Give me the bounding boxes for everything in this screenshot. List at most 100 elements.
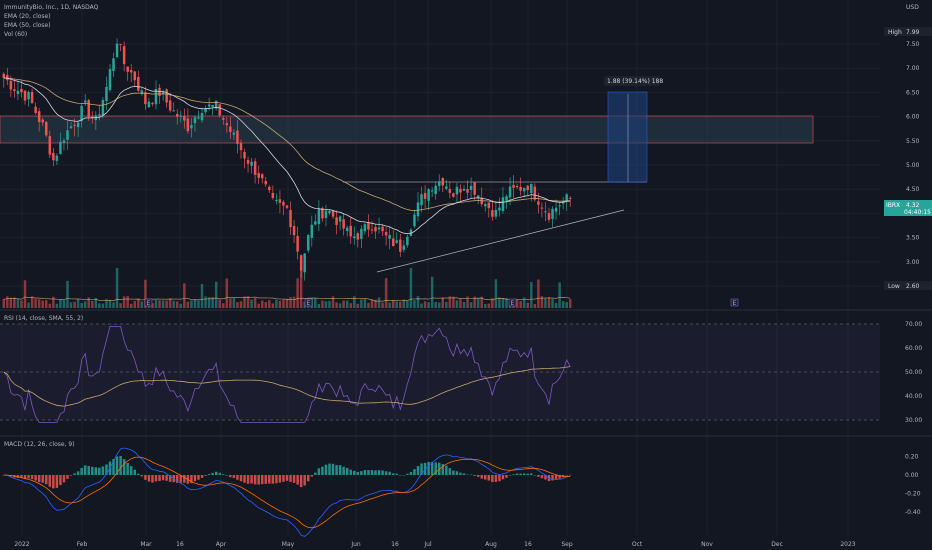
measure-label: 1.88 (39.14%) 188: [607, 78, 663, 85]
volume-bar: [268, 300, 271, 308]
volume-bar: [402, 299, 406, 308]
macd-histogram-bar: [126, 462, 129, 475]
volume-bar: [144, 279, 147, 308]
macd-histogram-bar: [278, 475, 282, 483]
rsi-sma-line: [3, 366, 571, 407]
candle: [303, 253, 306, 273]
macd-histogram-bar: [260, 475, 264, 485]
candle: [399, 239, 402, 252]
macd-histogram-bar: [473, 475, 476, 476]
candle: [218, 104, 221, 116]
macd-histogram-bar: [494, 475, 498, 482]
macd-histogram-bar: [154, 475, 158, 482]
price-tick-label: 6.50: [906, 89, 920, 96]
ema50-legend[interactable]: EMA (50, close): [4, 22, 51, 29]
macd-histogram-bar: [183, 475, 186, 483]
volume-bar: [314, 298, 317, 308]
macd-histogram-bar: [66, 475, 69, 479]
time-tick-label: 16: [176, 541, 184, 548]
volume-bar: [30, 296, 34, 308]
volume-bar: [377, 297, 381, 308]
price-tick-label: 3.00: [906, 259, 920, 266]
volume-bar: [501, 297, 505, 308]
volume-bar: [168, 298, 172, 308]
candle: [133, 71, 137, 81]
volume-bar: [356, 303, 360, 308]
candle: [236, 130, 239, 144]
time-tick-label: Dec: [771, 541, 783, 548]
macd-histogram-bar: [328, 463, 331, 475]
macd-histogram-bar: [94, 467, 98, 475]
macd-histogram-bar: [395, 473, 398, 475]
earnings-marker: E: [733, 300, 737, 307]
candle: [491, 210, 494, 217]
macd-histogram-bar: [165, 475, 168, 481]
candle: [462, 188, 466, 191]
symbol-title[interactable]: ImmunityBio, Inc., 1D, NASDAQ: [4, 4, 99, 11]
volume-bar: [296, 278, 299, 308]
macd-histogram-bar: [515, 473, 519, 475]
macd-histogram-bar: [374, 470, 377, 475]
macd-histogram-bar: [190, 475, 193, 484]
trendline[interactable]: [376, 209, 625, 273]
volume-bar: [16, 298, 20, 308]
volume-bar: [469, 302, 473, 308]
volume-bar: [87, 297, 90, 308]
main-legend: ImmunityBio, Inc., 1D, NASDAQ EMA (20, c…: [4, 3, 98, 39]
candle: [168, 100, 172, 111]
last-price-tag: [884, 200, 932, 216]
candle: [413, 214, 416, 227]
volume-bar: [140, 301, 144, 308]
rsi-line: [3, 326, 571, 423]
candle: [76, 122, 80, 128]
candle: [80, 105, 83, 122]
macd-legend[interactable]: MACD (12, 26, close, 9): [4, 441, 75, 448]
candle: [225, 123, 229, 126]
candle: [9, 80, 13, 90]
macd-histogram-bar: [59, 475, 62, 486]
volume-bar: [41, 300, 44, 308]
volume-bar: [391, 300, 395, 308]
macd-histogram-bar: [498, 475, 501, 482]
time-axis[interactable]: 2022 Feb Mar 16 Apr May Jun 16 Jul Aug 16 Sep Oct Nov…: [14, 541, 855, 548]
candle: [243, 151, 246, 159]
candle: [448, 189, 452, 193]
measure-label-box: [604, 76, 660, 86]
candle: [108, 69, 112, 91]
volume-bar: [211, 297, 214, 308]
volume-bar: [34, 298, 37, 308]
volume-bar: [547, 296, 551, 308]
candle: [250, 161, 253, 166]
volume-bar: [229, 298, 232, 308]
candle: [52, 152, 55, 161]
candle: [416, 202, 420, 217]
candle: [317, 208, 321, 225]
symbol-label: IBRX: [886, 202, 900, 209]
volume-bar: [183, 283, 186, 308]
candle: [253, 161, 257, 175]
candle: [20, 88, 23, 93]
candle: [200, 113, 204, 121]
macd-histogram-bar: [416, 466, 420, 475]
ema20-legend[interactable]: EMA (20, close): [4, 13, 51, 20]
volume-bar: [321, 300, 324, 308]
volume-legend[interactable]: Vol (60): [4, 31, 28, 38]
macd-histogram-bar: [452, 470, 455, 475]
volume-bar: [544, 297, 547, 308]
volume-bar: [494, 279, 498, 308]
rsi-legend[interactable]: RSI (14, close, SMA, 55, 2): [4, 315, 84, 322]
candle: [484, 204, 487, 207]
candle: [526, 185, 529, 191]
price-axis[interactable]: USD High 7.99 7.50 7.00 6.50 6.00 5.50 5.00 4.…: [884, 4, 932, 290]
volume-bar: [289, 297, 292, 308]
macd-histogram-bar: [459, 472, 462, 475]
candle: [151, 102, 154, 104]
volume-bar: [80, 302, 83, 308]
macd-histogram-bar: [207, 474, 211, 475]
volume-bar: [473, 296, 476, 308]
volume-bar: [243, 296, 246, 308]
macd-histogram-bar: [41, 475, 44, 483]
price-tick-label: 5.50: [906, 138, 920, 145]
macd-histogram-bar: [469, 474, 473, 476]
